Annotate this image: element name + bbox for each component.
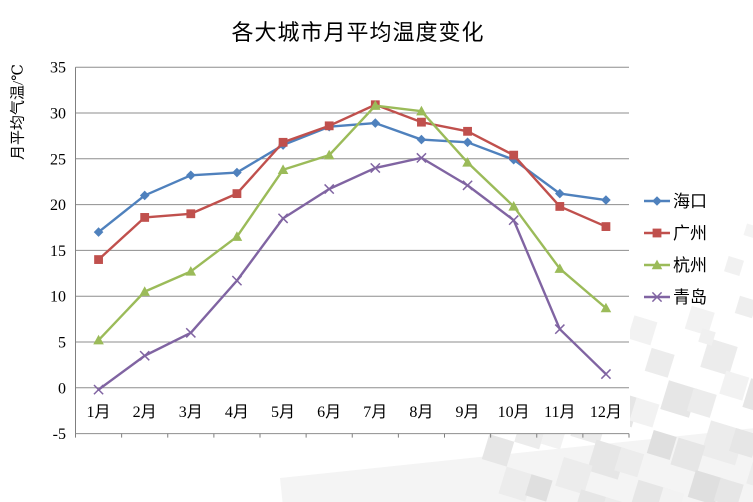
y-tick-label: 30 [50, 106, 66, 123]
y-tick-label: 0 [58, 380, 66, 397]
marker-hangzhou [370, 100, 381, 110]
marker-qingdao [139, 350, 150, 361]
legend-label-hangzhou: 杭州 [673, 256, 707, 275]
plot-area-background [0, 0, 630, 434]
marker-haikou [601, 195, 611, 205]
marker-guangzhou [601, 222, 611, 231]
legend-marker-guangzhou [652, 228, 662, 238]
x-tick-label: 4月 [225, 404, 249, 421]
marker-hangzhou [277, 164, 289, 174]
series-line-qingdao [97, 156, 608, 391]
marker-hangzhou [185, 266, 197, 276]
marker-guangzhou [417, 117, 426, 127]
y-axis-title: 月平均气温/℃ [10, 64, 27, 160]
y-tick-label: 35 [50, 60, 66, 77]
x-tick-label: 7月 [363, 404, 387, 421]
marker-guangzhou [324, 121, 334, 131]
marker-haikou [139, 190, 150, 201]
legend-label-guangzhou: 广州 [673, 224, 707, 243]
marker-guangzhou [278, 137, 288, 147]
marker-qingdao [462, 180, 473, 191]
legend-marker-qingdao [651, 291, 663, 303]
chart-title: 各大城市月平均温度变化 [231, 20, 485, 45]
y-tick-label: 25 [50, 151, 66, 168]
marker-qingdao [600, 368, 612, 380]
marker-guangzhou [509, 150, 519, 160]
marker-guangzhou [186, 209, 196, 219]
x-tick-label: 12月 [590, 404, 622, 421]
legend-marker-hangzhou [651, 259, 663, 270]
marker-qingdao [324, 183, 335, 195]
marker-haikou [416, 134, 427, 145]
marker-haikou [186, 170, 196, 181]
x-tick-label: 8月 [409, 404, 433, 421]
series-line-hangzhou [97, 104, 608, 342]
marker-guangzhou [463, 126, 472, 136]
x-tick-label: 5月 [271, 404, 295, 421]
x-tick-label: 1月 [87, 404, 111, 421]
marker-hangzhou [508, 201, 519, 211]
marker-hangzhou [600, 302, 612, 313]
marker-qingdao [370, 162, 381, 174]
marker-qingdao [508, 215, 519, 226]
y-tick-label: 5 [58, 335, 66, 352]
y-tick-label: 15 [50, 243, 66, 260]
marker-qingdao [416, 152, 427, 164]
marker-haikou [232, 167, 242, 178]
marker-haikou [462, 137, 473, 148]
marker-qingdao [231, 275, 243, 286]
marker-hangzhou [323, 149, 335, 160]
marker-haikou [555, 188, 565, 199]
marker-qingdao [185, 327, 196, 338]
x-tick-label: 2月 [133, 404, 157, 421]
marker-hangzhou [554, 263, 566, 273]
x-tick-label: 6月 [317, 404, 341, 421]
marker-guangzhou [555, 202, 565, 211]
legend-label-haikou: 海口 [673, 192, 707, 211]
marker-qingdao [93, 384, 104, 395]
legend-label-qingdao: 青岛 [673, 288, 707, 307]
y-tick-label: -5 [53, 426, 66, 443]
marker-qingdao [277, 213, 289, 224]
series-line-guangzhou [97, 103, 608, 261]
marker-guangzhou [94, 255, 103, 264]
marker-guangzhou [232, 189, 242, 199]
marker-hangzhou [93, 334, 104, 345]
x-tick-label: 10月 [498, 404, 530, 421]
marker-hangzhou [139, 286, 150, 296]
x-tick-label: 9月 [456, 404, 480, 421]
x-tick-label: 3月 [179, 404, 203, 421]
x-tick-label: 11月 [544, 404, 575, 421]
marker-haikou [93, 227, 104, 237]
y-tick-label: 10 [50, 289, 66, 306]
marker-hangzhou [416, 105, 427, 116]
legend-marker-haikou [652, 196, 662, 206]
marker-qingdao [554, 324, 565, 335]
marker-guangzhou [140, 213, 150, 222]
marker-haikou [370, 118, 381, 128]
marker-hangzhou [462, 157, 473, 167]
marker-hangzhou [231, 231, 243, 241]
y-tick-label: 20 [50, 197, 66, 214]
